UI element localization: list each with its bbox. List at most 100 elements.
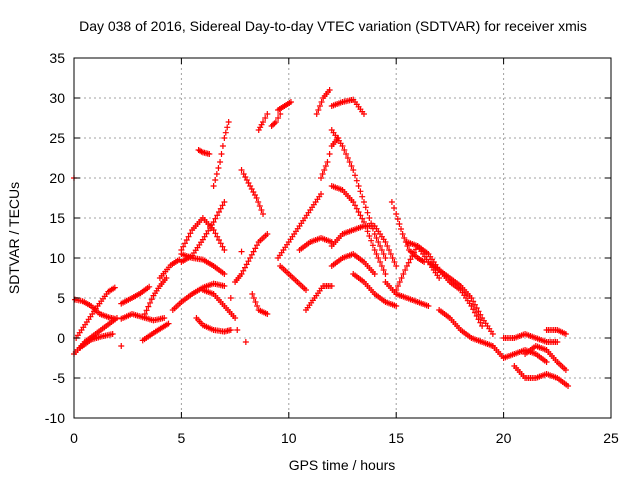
data-point [471,309,478,316]
x-tick-label: 25 [603,430,619,446]
data-point [353,205,360,212]
data-point [227,295,234,301]
data-point [109,331,116,337]
data-point [165,320,172,327]
axis-ticks: 0 5 10 15 20 25 -10 -5 0 5 10 15 20 25 30 35 [45,50,619,446]
data-point [302,287,309,293]
data-point [359,193,366,200]
data-point [391,259,398,265]
data-point [221,247,228,253]
data-point [479,323,486,329]
data-point [264,311,271,317]
x-tick-label: 0 [70,430,78,446]
data-point [187,230,194,237]
data-point [252,299,259,305]
data-point [400,271,407,277]
data-point [343,151,350,157]
data-point [324,159,331,165]
data-point [391,205,398,211]
data-point [218,151,225,157]
data-point [147,299,154,306]
data-point [411,249,418,256]
data-point [389,255,396,261]
data-point [234,327,241,333]
data-point [489,331,496,337]
data-point [387,251,394,257]
data-point [255,199,262,205]
y-tick-label: 10 [49,250,65,266]
data-point [407,256,414,263]
data-point [375,255,382,261]
data-point [180,243,187,250]
data-point [396,221,403,227]
data-point [146,283,153,290]
data-point [243,261,250,268]
data-points [71,87,572,389]
data-point [339,143,346,149]
data-point [398,275,405,281]
data-point [272,119,279,125]
data-point [380,267,387,273]
data-point [393,287,400,293]
data-point [369,242,376,249]
data-point [384,243,391,249]
data-point [224,124,231,131]
data-point [475,316,482,323]
data-point [212,177,219,183]
data-point [352,172,359,179]
data-point [219,202,226,209]
data-point [217,159,224,165]
data-point [248,251,255,258]
data-point [210,219,217,225]
data-point [215,237,222,243]
data-point [143,307,150,314]
data-point [145,303,152,310]
data-point [260,119,267,125]
data-point [206,151,213,157]
data-point [258,207,265,213]
data-point [360,219,367,225]
data-point [371,271,378,277]
data-point [362,204,369,211]
data-point [275,115,282,121]
data-point [264,231,271,237]
data-point [353,177,360,184]
data-point [214,233,221,240]
data-point [215,209,222,215]
data-point [221,283,228,289]
data-point [221,199,228,205]
data-point [232,315,239,321]
data-point [436,275,443,281]
data-point [393,211,400,217]
data-point [326,87,333,93]
data-point [366,233,373,239]
data-point [403,263,410,269]
data-point [357,212,364,219]
data-point [477,311,484,318]
data-point [477,319,484,326]
data-point [393,263,400,269]
data-point [382,239,389,245]
data-point [118,343,125,349]
chart-title: Day 038 of 2016, Sidereal Day-to-day VTE… [79,18,587,34]
data-point [386,247,393,253]
y-tick-label: 5 [57,290,65,306]
data-point [364,228,371,235]
data-point [253,195,260,201]
data-point [260,211,267,217]
data-point [468,295,475,301]
data-point [398,226,405,232]
data-point [562,367,569,373]
data-point [360,199,367,205]
data-point [402,267,409,273]
data-point [225,119,232,125]
y-tick-label: 20 [49,170,65,186]
data-point [468,303,475,309]
data-point [240,267,247,274]
data-point [394,283,401,289]
data-point [378,263,385,269]
data-point [213,171,220,177]
x-tick-label: 15 [388,430,404,446]
data-point [326,151,333,157]
